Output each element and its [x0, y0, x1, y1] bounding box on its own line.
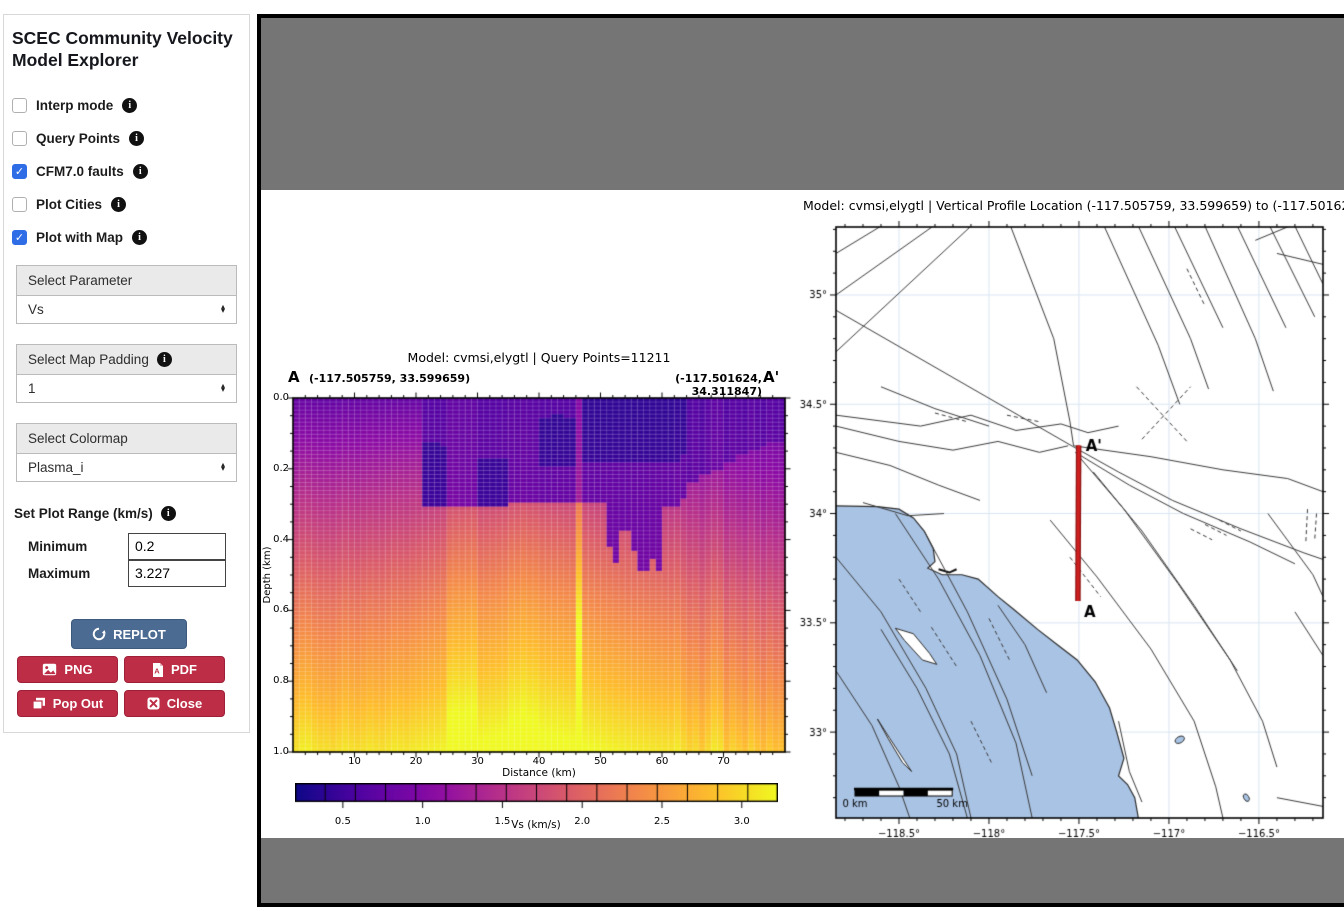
png-button[interactable]: PNG: [17, 656, 118, 683]
profile-yaxis-label: Depth (km): [262, 546, 273, 604]
profile-xaxis-label: Distance (km): [502, 767, 576, 779]
select-group: Select Colormap Plasma_i ▴ ▾: [16, 422, 237, 482]
checkbox[interactable]: [12, 196, 27, 212]
select-caret-icon: ▴ ▾: [220, 459, 225, 474]
tick-label: 60: [655, 756, 669, 767]
info-icon[interactable]: i: [132, 163, 148, 179]
checkbox-label: Plot Cities: [36, 196, 103, 212]
tick-label: 20: [409, 756, 423, 767]
svg-text:A: A: [154, 666, 160, 675]
maximum-row: Maximum: [28, 559, 249, 587]
workspace-backdrop: Model: cvmsi,elygtl | Query Points=11211…: [257, 14, 1344, 907]
select-value: Plasma_i: [28, 459, 84, 475]
tick-label: 0.5: [334, 816, 351, 827]
close-icon: [147, 697, 160, 710]
select-header: Select Map Padding i: [16, 343, 237, 375]
select-caret-icon: ▴ ▾: [220, 301, 225, 316]
info-icon[interactable]: i: [132, 229, 147, 245]
minimum-label: Minimum: [28, 538, 88, 554]
select-caret-icon: ▴ ▾: [220, 380, 225, 395]
info-icon[interactable]: i: [111, 196, 127, 212]
maximum-label: Maximum: [28, 565, 91, 581]
checkbox[interactable]: [12, 130, 27, 146]
select-list: Select Parameter Vs ▴ ▾ Select Map Padding i 1…: [4, 264, 249, 482]
pop-out-icon: [32, 697, 45, 710]
colorbar-canvas: [295, 783, 778, 811]
select-value: Vs: [28, 301, 44, 317]
info-icon[interactable]: i: [122, 97, 138, 113]
tick-label: 0.6: [273, 604, 289, 616]
checkbox-list: Interp mode i Query Points i ✓ CFM7.0 faults i…: [4, 97, 249, 245]
tick-label: 50: [594, 756, 607, 767]
velocity-profile-heatmap-canvas[interactable]: [273, 378, 805, 772]
profile-title: Model: cvmsi,elygtl | Query Points=11211: [407, 350, 671, 365]
checkbox-row: ✓ Plot with Map i: [12, 229, 249, 245]
pdf-file-icon: A: [153, 662, 163, 677]
tick-label: 2.5: [654, 816, 670, 827]
checkbox-label: Plot with Map: [36, 229, 123, 245]
select-dropdown[interactable]: Plasma_i ▴ ▾: [16, 453, 237, 482]
plot-sheet: Model: cvmsi,elygtl | Query Points=11211…: [261, 190, 1344, 838]
checkbox-label: Interp mode: [36, 97, 114, 113]
replot-button[interactable]: REPLOT: [71, 619, 187, 649]
plot-range-title: Set Plot Range (km/s) i: [14, 505, 249, 521]
tick-label: 2.0: [574, 816, 591, 827]
minimum-input[interactable]: [128, 532, 226, 560]
select-header: Select Parameter: [16, 264, 237, 296]
info-icon[interactable]: i: [160, 505, 176, 521]
profile-endpoint-a-label: A: [288, 368, 300, 386]
tick-label: 3.0: [733, 816, 750, 827]
checkbox-row: Plot Cities i: [12, 196, 249, 212]
tick-label: 70: [717, 756, 730, 767]
sidebar-panel: SCEC Community Velocity Model Explorer I…: [3, 14, 250, 733]
select-group: Select Map Padding i 1 ▴ ▾: [16, 343, 237, 403]
tick-label: 1.5: [494, 816, 511, 827]
tick-label: 30: [471, 756, 484, 767]
tick-label: 0.8: [273, 675, 289, 687]
tick-label: 40: [532, 756, 546, 767]
checkbox[interactable]: ✓: [12, 163, 27, 179]
tick-label: 10: [348, 756, 361, 767]
colorbar-label: Vs (km/s): [511, 819, 561, 831]
tick-label: 1.0: [414, 816, 431, 827]
tick-label: 1.0: [273, 746, 289, 757]
refresh-icon: [92, 627, 106, 641]
app-title: SCEC Community Velocity Model Explorer: [12, 28, 233, 71]
select-header: Select Colormap: [16, 422, 237, 454]
info-icon[interactable]: i: [129, 130, 145, 146]
maximum-input[interactable]: [128, 559, 226, 587]
checkbox-label: Query Points: [36, 130, 121, 146]
select-dropdown[interactable]: 1 ▴ ▾: [16, 374, 237, 403]
fault-map-canvas[interactable]: [798, 207, 1344, 838]
select-group: Select Parameter Vs ▴ ▾: [16, 264, 237, 324]
tick-label: 0.0: [273, 392, 289, 403]
select-dropdown[interactable]: Vs ▴ ▾: [16, 295, 237, 324]
checkbox[interactable]: ✓: [12, 229, 27, 245]
tick-label: 0.2: [273, 462, 289, 474]
checkbox-row: ✓ CFM7.0 faults i: [12, 163, 249, 179]
checkbox-row: Query Points i: [12, 130, 249, 146]
image-icon: [43, 663, 57, 676]
checkbox[interactable]: [12, 97, 27, 113]
pdf-file-icon-button[interactable]: A PDF: [124, 656, 225, 683]
minimum-row: Minimum: [28, 532, 249, 560]
checkbox-row: Interp mode i: [12, 97, 249, 113]
select-value: 1: [28, 380, 36, 396]
checkbox-label: CFM7.0 faults: [36, 163, 124, 179]
pop-out-button[interactable]: Pop Out: [17, 690, 118, 717]
info-icon[interactable]: i: [156, 351, 172, 367]
close-button[interactable]: Close: [124, 690, 225, 717]
tick-label: 0.4: [273, 533, 289, 545]
